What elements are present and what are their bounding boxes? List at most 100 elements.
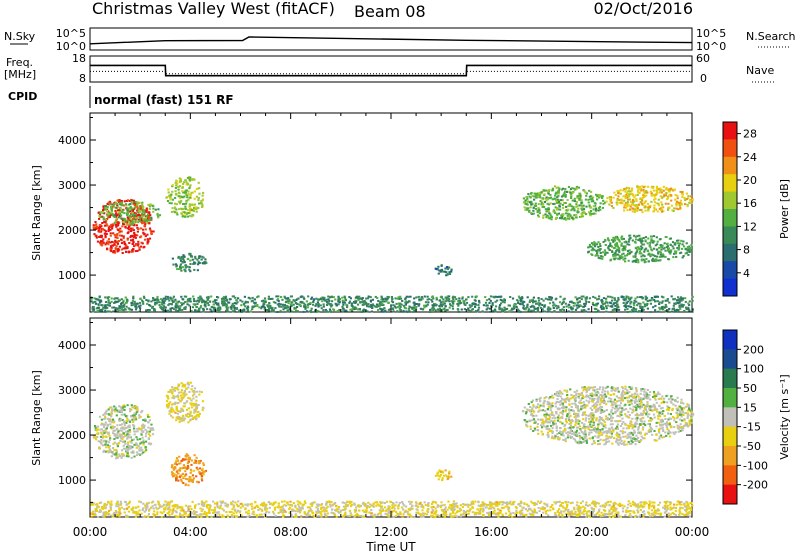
heatmap-cell-8 — [355, 296, 358, 299]
heatmap-cell-0 — [139, 206, 142, 208]
heatmap-cell-4 — [610, 404, 613, 407]
heatmap-cell-3 — [438, 475, 442, 478]
heatmap-cell-8 — [500, 309, 504, 312]
heatmap-cell-1 — [98, 214, 101, 217]
heatmap-cell-8 — [180, 302, 183, 304]
heatmap-cell-8 — [528, 301, 531, 303]
heatmap-cell-1 — [140, 203, 144, 206]
heatmap-cell-8 — [390, 300, 394, 303]
heatmap-cell-0 — [126, 453, 129, 456]
heatmap-cell-8 — [201, 301, 204, 304]
heatmap-cell-6 — [672, 256, 675, 259]
heatmap-cell-8 — [605, 310, 608, 313]
heatmap-cell-8 — [263, 300, 266, 303]
heatmap-cell-7 — [642, 186, 645, 189]
heatmap-cell-0 — [112, 418, 115, 421]
heatmap-cell-8 — [370, 304, 373, 307]
heatmap-cell-8 — [361, 303, 364, 306]
heatmap-cell-5 — [560, 199, 563, 202]
heatmap-cell-4 — [664, 431, 667, 434]
heatmap-cell-2 — [184, 458, 187, 461]
heatmap-cell-4 — [679, 423, 682, 426]
heatmap-cell-1 — [117, 210, 120, 213]
heatmap-cell-0 — [112, 442, 115, 445]
heatmap-cell-7 — [659, 189, 662, 192]
heatmap-cell-8 — [287, 297, 290, 300]
heatmap-cell-1 — [136, 203, 139, 206]
heatmap-cell-5 — [537, 215, 541, 218]
heatmap-cell-4 — [646, 415, 650, 418]
heatmap-cell-1 — [189, 414, 192, 417]
heatmap-cell-0 — [142, 246, 145, 249]
heatmap-cell-6 — [659, 253, 662, 256]
heatmap-cell-8 — [664, 310, 668, 313]
heatmap-cell-4 — [600, 401, 603, 404]
heatmap-cell-6 — [624, 245, 627, 248]
heatmap-cell-0 — [146, 238, 149, 241]
heatmap-cell-5 — [588, 204, 591, 207]
heatmap-cell-1 — [195, 415, 198, 418]
heatmap-cell-0 — [117, 209, 120, 212]
heatmap-cell-8 — [292, 299, 295, 302]
heatmap-cell-8 — [612, 302, 615, 305]
heatmap-cell-5 — [532, 209, 535, 212]
heatmap-cell-8 — [116, 297, 119, 300]
heatmap-cell-8 — [621, 295, 624, 298]
heatmap-cell-5 — [597, 207, 601, 210]
heatmap-cell-8 — [227, 301, 230, 304]
heatmap-cell-4 — [564, 423, 567, 426]
heatmap-cell-1 — [192, 417, 195, 420]
heatmap-cell-8 — [164, 306, 167, 309]
heatmap-cell-7 — [641, 196, 645, 199]
heatmap-cell-8 — [359, 301, 362, 304]
heatmap-cell-2 — [190, 191, 193, 194]
heatmap-cell-2 — [201, 204, 204, 207]
heatmap-cell-8 — [230, 304, 233, 307]
heatmap-cell-8 — [94, 300, 97, 303]
heatmap-cell-5 — [526, 203, 529, 206]
heatmap-cell-2 — [174, 186, 177, 189]
heatmap-cell-1 — [106, 205, 109, 208]
heatmap-cell-6 — [597, 256, 600, 259]
heatmap-cell-0 — [122, 405, 125, 407]
heatmap-cell-0 — [134, 412, 137, 415]
heatmap-cell-4 — [445, 274, 448, 277]
heatmap-cell-0 — [115, 451, 118, 454]
heatmap-cell-7 — [659, 195, 662, 198]
heatmap-cell-1 — [201, 400, 205, 403]
heatmap-cell-4 — [682, 411, 685, 414]
heatmap-cell-7 — [684, 203, 687, 206]
heatmap-cell-7 — [623, 199, 626, 202]
heatmap-cell-8 — [449, 304, 452, 307]
heatmap-cell-8 — [407, 295, 410, 298]
heatmap-cell-7 — [674, 198, 677, 201]
heatmap-cell-6 — [684, 252, 687, 255]
heatmap-cell-8 — [580, 309, 583, 312]
heatmap-cell-6 — [668, 249, 671, 252]
heatmap-cell-1 — [197, 404, 200, 406]
heatmap-cell-8 — [219, 307, 222, 310]
heatmap-cell-4 — [619, 425, 622, 427]
heatmap-cell-2 — [171, 185, 174, 188]
heatmap-cell-8 — [354, 307, 357, 310]
heatmap-cell-5 — [555, 208, 559, 211]
heatmap-cell-5 — [547, 210, 550, 213]
heatmap-cell-0 — [142, 231, 145, 234]
heatmap-cell-6 — [666, 243, 669, 246]
heatmap-cell-8 — [122, 306, 125, 308]
heatmap-cell-1 — [173, 396, 176, 399]
heatmap-cell-0 — [110, 406, 113, 409]
heatmap-cell-6 — [678, 242, 682, 245]
heatmap-cell-6 — [650, 238, 653, 241]
heatmap-cell-8 — [338, 301, 341, 304]
heatmap-cell-8 — [691, 295, 694, 298]
heatmap-cell-2 — [175, 192, 178, 195]
heatmap-cell-8 — [342, 307, 345, 310]
heatmap-cell-8 — [547, 310, 550, 313]
heatmap-cell-8 — [521, 300, 524, 303]
heatmap-cell-0 — [141, 222, 144, 224]
heatmap-cell-8 — [357, 308, 360, 311]
heatmap-cell-6 — [592, 249, 595, 252]
heatmap-cell-8 — [606, 295, 610, 298]
heatmap-cell-5 — [527, 207, 530, 210]
